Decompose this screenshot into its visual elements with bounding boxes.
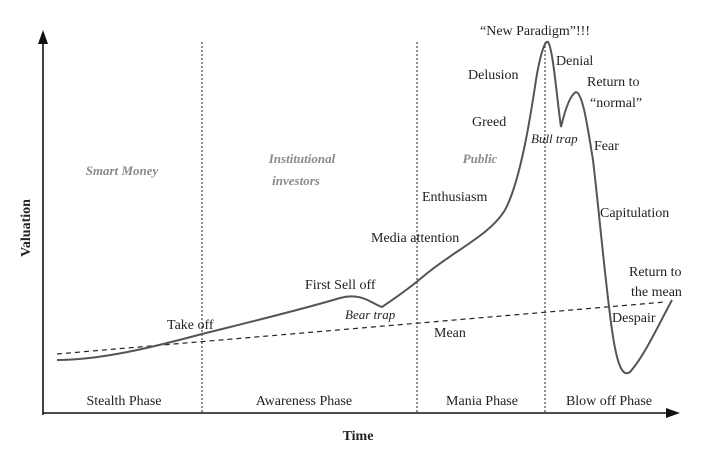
phase-label-stealth: Stealth Phase	[86, 394, 161, 409]
phase-label-blow-off: Blow off Phase	[566, 394, 652, 409]
phase-label-mania: Mania Phase	[446, 394, 518, 409]
annotation-fear: Fear	[594, 139, 619, 154]
annotation-bear-trap: Bear trap	[345, 307, 396, 322]
annotation-return-to-normal-2: “normal”	[590, 96, 642, 111]
annotation-return-to-mean-1: Return to	[629, 265, 682, 280]
annotation-capitulation: Capitulation	[600, 206, 669, 221]
annotation-bull-trap: Bull trap	[531, 131, 578, 146]
group-label-public: Public	[463, 151, 498, 166]
annotation-first-sell-off: First Sell off	[305, 278, 376, 293]
annotation-take-off: Take off	[167, 318, 214, 333]
annotation-enthusiasm: Enthusiasm	[422, 190, 487, 205]
y-axis-arrowhead	[38, 30, 48, 44]
annotation-despair: Despair	[612, 311, 656, 326]
y-axis-label: Valuation	[19, 199, 34, 257]
annotation-denial: Denial	[556, 54, 593, 69]
x-axis-label: Time	[343, 429, 374, 444]
annotation-media-attention: Media attention	[371, 231, 459, 246]
group-label-smart-money: Smart Money	[86, 163, 159, 178]
annotation-return-to-normal-1: Return to	[587, 75, 640, 90]
annotation-greed: Greed	[472, 115, 506, 130]
annotation-return-to-mean-2: the mean	[631, 285, 682, 300]
group-label-institutional-2: investors	[272, 173, 320, 188]
annotation-new-paradigm: “New Paradigm”!!!	[480, 24, 590, 39]
annotation-delusion: Delusion	[468, 68, 519, 83]
x-axis-arrowhead	[666, 408, 680, 418]
phase-label-awareness: Awareness Phase	[256, 394, 352, 409]
valuation-curve	[56, 40, 673, 375]
annotation-mean: Mean	[434, 326, 466, 341]
group-label-institutional-1: Institutional	[268, 151, 336, 166]
